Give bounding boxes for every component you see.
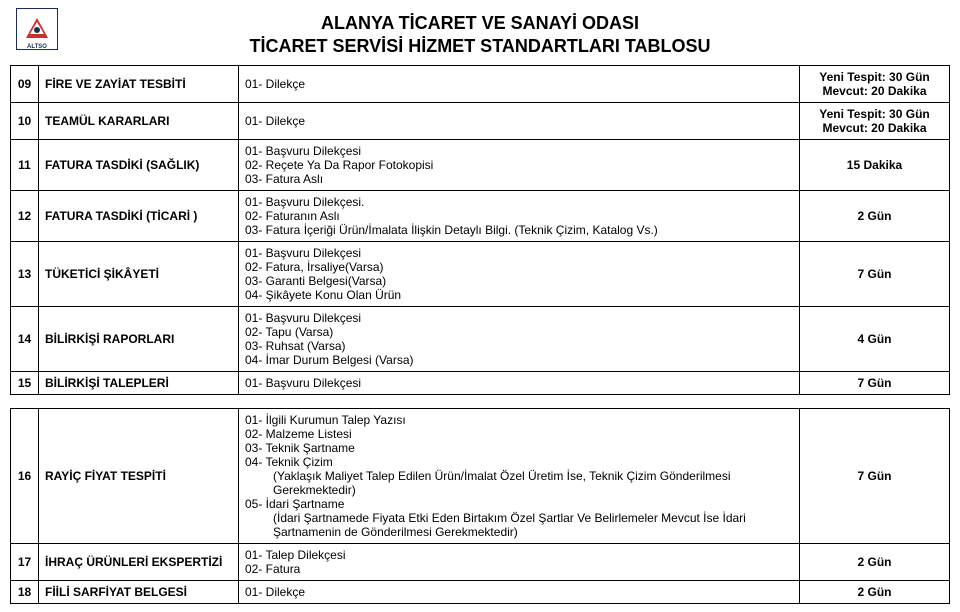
required-documents: 01- Dilekçe [239,66,800,103]
doc-line: 05- İdari Şartname [245,497,793,511]
table-row: 18FİİLİ SARFİYAT BELGESİ 01- Dilekçe 2 Gün [11,581,950,604]
time-line: 2 Gün [857,585,891,599]
service-title: RAYİÇ FİYAT TESPİTİ [39,409,239,544]
doc-line: 01- Başvuru Dilekçesi. [245,195,793,209]
completion-time: 7 Gün [800,409,950,544]
doc-line: 01- Başvuru Dilekçesi [245,311,793,325]
completion-time: Yeni Tespit: 30 GünMevcut: 20 Dakika [800,66,950,103]
doc-line: 03- Teknik Şartname [245,441,793,455]
table-row: 15BİLİRKİŞİ TALEPLERİ 01- Başvuru Dilekçe… [11,372,950,395]
completion-time: 2 Gün [800,191,950,242]
doc-line: 03- Garanti Belgesi(Varsa) [245,274,793,288]
svg-text:ALTSO: ALTSO [27,44,47,50]
table-row: 12FATURA TASDİKİ (TİCARİ )01- Başvuru Di… [11,191,950,242]
doc-line: 01- Başvuru Dilekçesi [245,246,793,260]
required-documents: 01- Başvuru Dilekçesi02- Fatura, İrsaliy… [239,242,800,307]
doc-line: 03- Fatura Aslı [245,172,793,186]
completion-time: 4 Gün [800,307,950,372]
row-number: 16 [11,409,39,544]
time-line: 7 Gün [857,469,891,483]
doc-line: 02- Fatura, İrsaliye(Varsa) [245,260,793,274]
row-number: 11 [11,140,39,191]
page-title: ALANYA TİCARET VE SANAYİ ODASI TİCARET S… [10,12,950,57]
required-documents: 01- Başvuru Dilekçesi02- Reçete Ya Da Ra… [239,140,800,191]
table-row: 14BİLİRKİŞİ RAPORLARI01- Başvuru Dilekçe… [11,307,950,372]
altso-logo: ALTSO [16,8,58,50]
table-row: 16RAYİÇ FİYAT TESPİTİ01- İlgili Kurumun … [11,409,950,544]
time-line: 7 Gün [857,376,891,390]
time-line: Mevcut: 20 Dakika [822,121,926,135]
doc-line: 04- Şikâyete Konu Olan Ürün [245,288,793,302]
row-number: 18 [11,581,39,604]
service-title: FİRE VE ZAYİAT TESBİTİ [39,66,239,103]
doc-line: 03- Ruhsat (Varsa) [245,339,793,353]
required-documents: 01- Başvuru Dilekçesi [239,372,800,395]
time-line: 2 Gün [857,209,891,223]
header-line-1: ALANYA TİCARET VE SANAYİ ODASI [321,13,639,33]
table-row: 13TÜKETİCİ ŞİKÂYETİ01- Başvuru Dilekçesi… [11,242,950,307]
row-number: 12 [11,191,39,242]
time-line: Mevcut: 20 Dakika [822,84,926,98]
doc-line: 01- Başvuru Dilekçesi [245,144,793,158]
service-title: FİİLİ SARFİYAT BELGESİ [39,581,239,604]
row-number: 09 [11,66,39,103]
completion-time: 2 Gün [800,581,950,604]
service-title: TÜKETİCİ ŞİKÂYETİ [39,242,239,307]
document-page: ALTSO ALANYA TİCARET VE SANAYİ ODASI TİC… [0,0,960,612]
header-line-2: TİCARET SERVİSİ HİZMET STANDARTLARI TABL… [250,36,711,56]
service-title: FATURA TASDİKİ (SAĞLIK) [39,140,239,191]
table-row: 09FİRE VE ZAYİAT TESBİTİ 01- Dilekçe Yeni … [11,66,950,103]
required-documents: 01- Talep Dilekçesi02- Fatura [239,544,800,581]
time-line: Yeni Tespit: 30 Gün [819,70,929,84]
doc-line: 04- Teknik Çizim [245,455,793,469]
doc-line: 03- Fatura İçeriği Ürün/İmalata İlişkin … [245,223,793,237]
table-row: 10TEAMÜL KARARLARI 01- Dilekçe Yeni Tespit… [11,103,950,140]
service-title: FATURA TASDİKİ (TİCARİ ) [39,191,239,242]
doc-line: 04- İmar Durum Belgesi (Varsa) [245,353,793,367]
doc-line: (Yaklaşık Maliyet Talep Edilen Ürün/İmal… [245,469,793,497]
required-documents: 01- Dilekçe [239,581,800,604]
doc-line: 01- Başvuru Dilekçesi [245,376,793,390]
row-number: 13 [11,242,39,307]
time-line: 7 Gün [857,267,891,281]
required-documents: 01- Başvuru Dilekçesi.02- Faturanın Aslı… [239,191,800,242]
time-line: 4 Gün [857,332,891,346]
doc-line: 01- İlgili Kurumun Talep Yazısı [245,413,793,427]
required-documents: 01- Dilekçe [239,103,800,140]
standards-table: 09FİRE VE ZAYİAT TESBİTİ 01- Dilekçe Yeni … [10,65,950,604]
doc-line: (İdari Şartnamede Fiyata Etki Eden Birta… [245,511,793,539]
completion-time: 7 Gün [800,372,950,395]
doc-line: 01- Dilekçe [245,114,793,128]
table-row: 17İHRAÇ ÜRÜNLERİ EKSPERTİZİ01- Talep Dil… [11,544,950,581]
completion-time: 7 Gün [800,242,950,307]
completion-time: Yeni Tespit: 30 GünMevcut: 20 Dakika [800,103,950,140]
row-number: 14 [11,307,39,372]
row-number: 15 [11,372,39,395]
completion-time: 15 Dakika [800,140,950,191]
service-title: BİLİRKİŞİ TALEPLERİ [39,372,239,395]
doc-line: 01- Dilekçe [245,585,793,599]
table-row: 11FATURA TASDİKİ (SAĞLIK)01- Başvuru Dil… [11,140,950,191]
doc-line: 01- Talep Dilekçesi [245,548,793,562]
doc-line: 01- Dilekçe [245,77,793,91]
doc-line: 02- Reçete Ya Da Rapor Fotokopisi [245,158,793,172]
time-line: Yeni Tespit: 30 Gün [819,107,929,121]
required-documents: 01- Başvuru Dilekçesi02- Tapu (Varsa)03-… [239,307,800,372]
required-documents: 01- İlgili Kurumun Talep Yazısı02- Malze… [239,409,800,544]
time-line: 15 Dakika [847,158,902,172]
row-number: 10 [11,103,39,140]
doc-line: 02- Fatura [245,562,793,576]
time-line: 2 Gün [857,555,891,569]
completion-time: 2 Gün [800,544,950,581]
doc-line: 02- Faturanın Aslı [245,209,793,223]
service-title: İHRAÇ ÜRÜNLERİ EKSPERTİZİ [39,544,239,581]
doc-line: 02- Tapu (Varsa) [245,325,793,339]
row-number: 17 [11,544,39,581]
service-title: BİLİRKİŞİ RAPORLARI [39,307,239,372]
service-title: TEAMÜL KARARLARI [39,103,239,140]
doc-line: 02- Malzeme Listesi [245,427,793,441]
